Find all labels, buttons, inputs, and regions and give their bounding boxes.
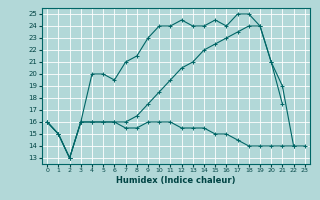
X-axis label: Humidex (Indice chaleur): Humidex (Indice chaleur) xyxy=(116,176,236,185)
